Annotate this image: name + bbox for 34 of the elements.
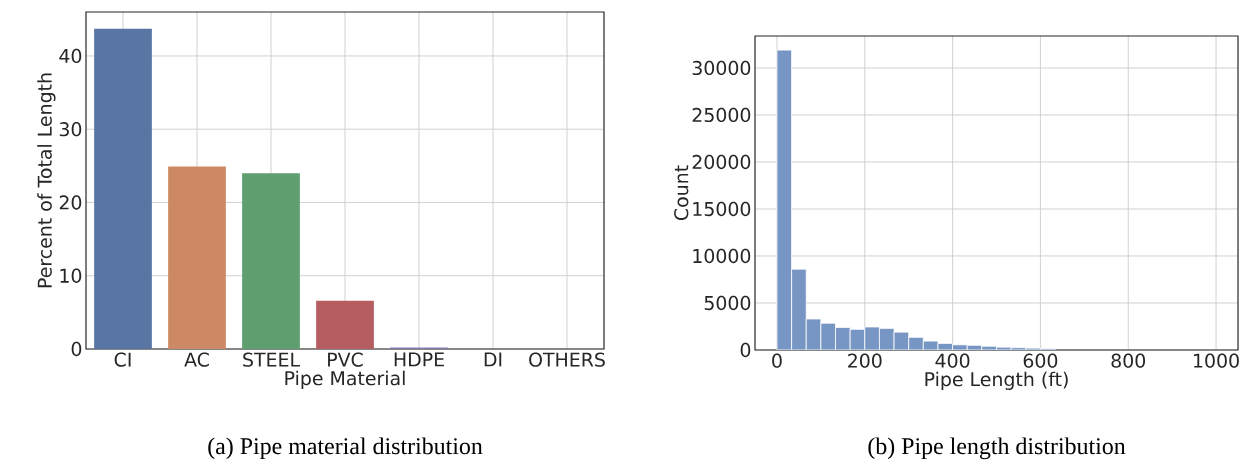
y-tick-label: 20000 [692, 154, 751, 170]
y-tick-label: 5000 [704, 295, 751, 311]
x-tick-label: 1000 [1194, 353, 1239, 368]
bar [316, 300, 374, 349]
x-tick-label: 800 [1111, 353, 1146, 368]
x-tick-label: 600 [1023, 353, 1058, 368]
x-tick-label: 200 [848, 353, 882, 368]
text: (a) Pipe material distribution [208, 437, 483, 460]
y-tick-label: 10000 [693, 248, 751, 264]
x-tick-label: 0 [772, 353, 782, 368]
x-tick-label: HDPE [394, 352, 444, 367]
bar [242, 173, 300, 349]
y-axis-title: Count [674, 165, 689, 221]
y-tick-label: 25000 [692, 107, 751, 123]
y-tick-label: 15000 [693, 201, 751, 217]
x-tick-label: 400 [935, 353, 970, 368]
x-tick-label: DI [484, 352, 502, 367]
y-tick-label: 20 [59, 195, 82, 210]
bar [168, 166, 226, 349]
y-tick-label: 40 [59, 48, 82, 64]
x-axis-title: Pipe Material [285, 370, 405, 390]
y-tick-label: 30 [59, 122, 82, 137]
x-axis-title: Pipe Length (ft) [925, 371, 1068, 391]
x-tick-label: OTHERS [529, 352, 605, 367]
x-tick-label: CI [114, 352, 131, 367]
x-tick-label: AC [184, 352, 209, 367]
y-tick-label: 30000 [692, 60, 751, 76]
y-axis-title: Percent of Total Length [37, 73, 56, 288]
x-tick-label: PVC [328, 352, 363, 367]
bar [94, 28, 152, 349]
y-tick-label: 10 [60, 268, 82, 283]
y-tick-label: 0 [71, 341, 82, 357]
x-tick-label: STEEL [243, 352, 300, 367]
text: (b) Pipe length distribution [868, 437, 1126, 460]
